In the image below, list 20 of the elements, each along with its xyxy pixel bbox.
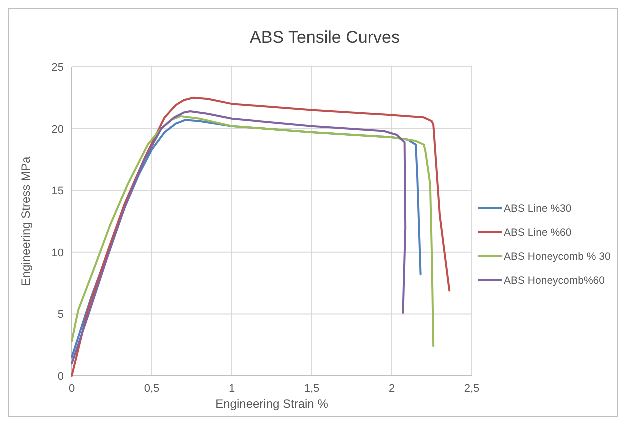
x-tick-label: 0 — [68, 383, 76, 395]
y-tick-label: 0 — [58, 371, 64, 383]
chart-title: ABS Tensile Curves — [250, 28, 400, 47]
x-tick-label: 1 — [228, 383, 236, 395]
legend-label: ABS Honeycomb % 30 — [504, 251, 611, 263]
line-series — [71, 96, 451, 377]
x-tick-label: 2,5 — [464, 383, 480, 395]
y-tick-label: 10 — [52, 247, 64, 260]
x-tick-label: 2 — [388, 383, 396, 395]
y-tick-label: 20 — [52, 124, 64, 136]
y-tick-label: 15 — [52, 186, 64, 198]
legend-label: ABS Line %30 — [504, 203, 572, 215]
x-tick-label: 1,5 — [304, 383, 320, 395]
x-tick-label: 0,5 — [144, 383, 160, 395]
y-tick-label: 5 — [58, 309, 64, 322]
y-tick-label: 25 — [52, 62, 64, 74]
legend-label: ABS Honeycomb%60 — [504, 275, 606, 287]
y-axis-title: Engineering Stress MPa — [19, 156, 33, 286]
legend-label: ABS Line %60 — [504, 227, 572, 239]
x-axis-title: Engineering Strain % — [216, 397, 329, 411]
